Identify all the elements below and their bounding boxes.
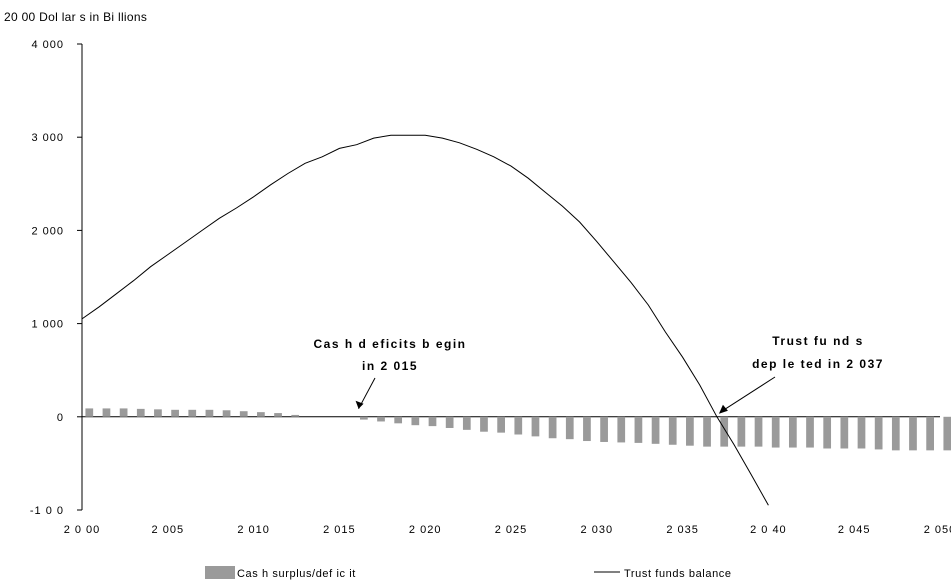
bar-2027 <box>548 416 557 439</box>
bar-2029 <box>583 416 591 442</box>
bar-2012 <box>291 414 300 417</box>
bar-2005 <box>171 409 179 417</box>
bar-2017 <box>377 416 385 422</box>
bar-2009 <box>239 411 248 417</box>
annotation-trust-funds-arrowhead <box>718 404 728 414</box>
bar-2026 <box>531 416 540 437</box>
bar-2016 <box>359 416 368 420</box>
bar-2019 <box>411 416 420 426</box>
x-tick-label: 2 010 <box>237 524 270 536</box>
bar-2021 <box>445 416 454 428</box>
bar-2018 <box>394 416 403 424</box>
line-layer <box>81 134 769 506</box>
bar-2000 <box>85 408 94 417</box>
x-tick-label: 2 005 <box>152 524 185 536</box>
x-tick-label: 2 020 <box>409 524 442 536</box>
legend: Cas h surplus/def ic it Trust funds balan… <box>205 566 732 580</box>
bar-2038 <box>737 416 746 447</box>
bar-2035 <box>686 416 694 446</box>
annotation-trust-funds-line1: Trust fu nd s <box>772 334 864 348</box>
bar-2008 <box>222 410 231 417</box>
bar-2034 <box>668 416 677 445</box>
bar-2045 <box>857 416 866 449</box>
bar-2003 <box>136 408 145 417</box>
bar-2007 <box>205 409 214 417</box>
bar-2031 <box>617 416 626 443</box>
annotation-cash-deficits-line2: in 2 015 <box>362 359 418 373</box>
bar-2030 <box>600 416 608 442</box>
bar-2002 <box>119 408 128 417</box>
bar-2006 <box>188 409 197 417</box>
x-tick-label: 2 0 40 <box>750 524 787 536</box>
y-tick-label: 4 000 <box>31 39 64 51</box>
bar-2042 <box>806 416 814 448</box>
annotation-trust-funds-line2: dep le ted in 2 037 <box>752 357 884 371</box>
y-tick-label: -1 0 0 <box>30 505 64 517</box>
bar-2024 <box>497 416 505 433</box>
x-tick-label: 2 050 <box>924 524 951 536</box>
x-tick-label: 2 030 <box>581 524 614 536</box>
bar-2025 <box>514 416 523 435</box>
legend-label-cash: Cas h surplus/def ic it <box>237 568 356 580</box>
bar-2028 <box>565 416 574 440</box>
bar-2047 <box>891 416 900 451</box>
bar-2048 <box>909 416 917 451</box>
bar-2037 <box>720 416 729 447</box>
bar-2036 <box>703 416 711 447</box>
annotations-layer: Cas h d eficits b egin in 2 015 Trust fu n… <box>313 334 884 414</box>
bar-2032 <box>634 416 643 443</box>
bar-2020 <box>428 416 437 427</box>
bar-2044 <box>840 416 849 449</box>
y-tick-label: 1 000 <box>31 319 64 331</box>
bar-2050 <box>943 416 951 451</box>
x-tick-label: 2 045 <box>838 524 871 536</box>
bar-2039 <box>754 416 763 447</box>
y-tick-label: 3 000 <box>31 132 64 144</box>
bar-2001 <box>102 408 111 417</box>
bar-2033 <box>651 416 660 444</box>
annotation-cash-deficits-line1: Cas h d eficits b egin <box>313 337 466 351</box>
y-tick-label: 0 <box>57 412 64 424</box>
bar-2041 <box>788 416 797 448</box>
chart-title: 20 00 Dol lar s in Bi llions <box>4 10 148 24</box>
bar-2023 <box>480 416 488 432</box>
bar-2010 <box>257 412 265 417</box>
bar-2011 <box>274 413 282 417</box>
trust-funds-balance-line <box>81 134 769 506</box>
bar-2022 <box>462 416 471 430</box>
bars-layer <box>85 408 951 451</box>
bar-2004 <box>154 409 162 417</box>
annotation-cash-deficits-arrowhead <box>355 400 364 409</box>
x-tick-label: 2 015 <box>323 524 356 536</box>
bar-2049 <box>926 416 934 451</box>
bar-2043 <box>823 416 832 449</box>
legend-label-trust: Trust funds balance <box>624 568 732 580</box>
legend-swatch-cash <box>205 566 235 579</box>
x-tick-label: 2 035 <box>666 524 699 536</box>
x-tick-label: 2 025 <box>495 524 528 536</box>
annotation-trust-funds-arrow <box>720 376 776 413</box>
y-tick-label: 2 000 <box>31 225 64 237</box>
axes-layer: -1 0 0 0 1 000 2 000 3 000 4 000 2 0 00 2 005 2 … <box>30 39 951 536</box>
x-tick-label: 2 0 00 <box>64 524 101 536</box>
bar-2046 <box>874 416 883 450</box>
bar-2040 <box>771 416 780 448</box>
